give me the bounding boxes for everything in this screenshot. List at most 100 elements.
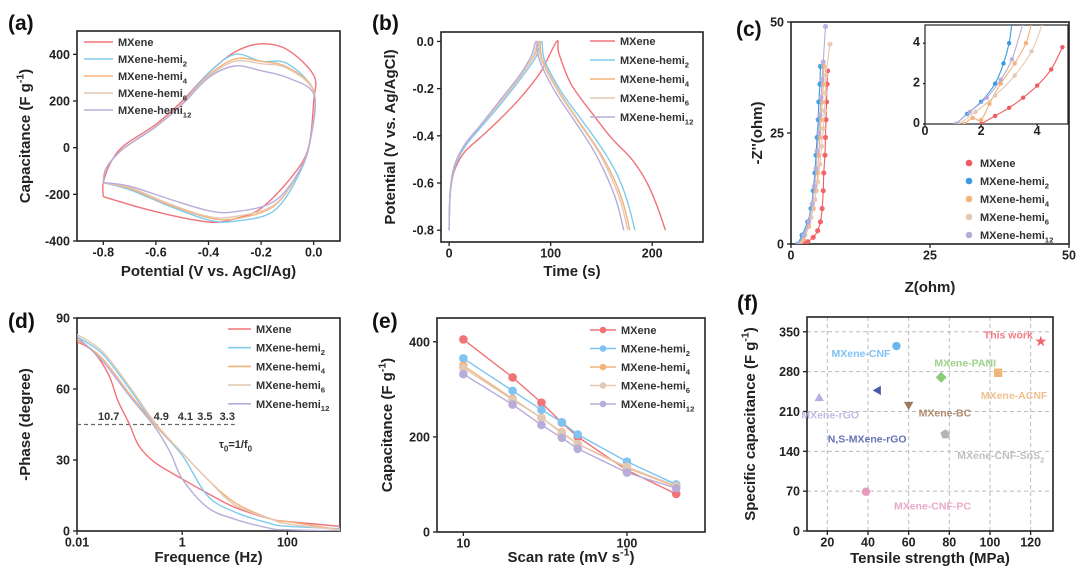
text-part: MXene-hemi [980, 176, 1045, 188]
legend-item: MXene-hemi2 [965, 176, 1049, 190]
panel-label: (d) [8, 310, 35, 333]
x-axis-label: Scan rate (mV s-1) [508, 546, 635, 566]
series-line [448, 40, 625, 231]
legend-item: MXene-hemi2 [590, 344, 690, 358]
x-tick-label: 50 [1062, 249, 1076, 263]
legend-item: MXene-hemi4 [590, 74, 690, 88]
x-tick-label: 100 [980, 536, 1001, 550]
text-part: =1/f [228, 439, 248, 451]
data-point [811, 183, 817, 189]
y-tick-label: 0.0 [417, 35, 434, 49]
x-tick-label: 40 [861, 536, 875, 550]
inset-data-point [970, 115, 975, 121]
text-part: MXene-BC [919, 408, 972, 420]
data-point [508, 400, 517, 409]
point-label: This work [984, 329, 1033, 341]
text-part: 6 [686, 386, 690, 395]
data-point [821, 108, 827, 114]
legend-item: MXene-hemi12 [228, 399, 329, 413]
legend-item: MXene [965, 158, 1015, 170]
text-part: 2 [1045, 181, 1049, 190]
data-point-group: N,S-MXene-rGO [828, 385, 907, 445]
data-point [818, 94, 824, 101]
data-point [819, 205, 825, 212]
plot-area [459, 335, 681, 499]
data-point [820, 59, 826, 65]
text-part: MXene-hemi [256, 399, 321, 411]
inset-data-point [998, 77, 1003, 82]
text-part: MXene-hemi [118, 71, 183, 83]
data-point-group: MXene-ACNF [981, 368, 1048, 402]
panel-label: (e) [372, 310, 398, 333]
data-point [557, 433, 567, 443]
legend-label: MXene-hemi4 [118, 71, 188, 85]
legend-marker [599, 400, 607, 408]
legend-marker [965, 213, 973, 221]
x-tick-label: 80 [942, 536, 956, 550]
text-part: MXene [621, 325, 656, 337]
x-axis-label: Z(ohm) [905, 279, 956, 296]
text-part: ) [379, 358, 396, 363]
legend-label: MXene-hemi12 [620, 112, 693, 126]
text-part: MXene-hemi [620, 74, 685, 86]
series-line [102, 43, 317, 224]
legend-item: MXene-hemi4 [590, 362, 691, 376]
inset-data-point [1034, 83, 1040, 88]
x-tick-label: 20 [820, 536, 834, 550]
panel-label: (c) [736, 18, 762, 41]
marker-diamond [935, 371, 947, 383]
y-tick-label: 70 [786, 485, 800, 499]
legend-label: MXene-hemi4 [256, 361, 326, 375]
legend-label: MXene [620, 36, 655, 48]
plot-frame [436, 317, 706, 533]
x-tick-label: 120 [1020, 536, 1041, 550]
legend-marker [965, 195, 973, 203]
series-line [448, 40, 631, 231]
text-part: 3.3 [220, 411, 235, 423]
y-tick-label: 0 [63, 141, 70, 155]
data-point-group: MXene-CNF-PC [861, 487, 971, 513]
x-tick-label: -0.4 [198, 246, 220, 260]
legend-marker [599, 326, 607, 334]
text-part: MXene-hemi [620, 93, 685, 105]
text-part: 12 [321, 404, 330, 413]
x-tick-label: 0 [446, 247, 453, 261]
y-tick-label: -0.4 [412, 129, 434, 143]
data-point [827, 41, 833, 47]
data-point [817, 161, 823, 167]
text-part: Scan rate (mV s [508, 549, 621, 566]
data-point [537, 405, 546, 415]
data-point [805, 239, 811, 244]
data-point [671, 483, 681, 493]
x-axis-label: Time (s) [543, 263, 600, 280]
legend-item: MXene-hemi4 [228, 361, 326, 376]
series-line [77, 336, 340, 530]
legend-label: MXene-hemi6 [621, 381, 690, 395]
inset-data-point [978, 99, 984, 104]
inset-data-point [967, 109, 973, 115]
legend-item: MXene-hemi6 [965, 212, 1049, 226]
panel-c: 0 25 50 0 25 50 Z(ohm) -Z''(ohm) (c) MXene MXene-h… [736, 16, 1076, 297]
plot-frame [806, 316, 1054, 532]
point-label: MXene-BC [919, 408, 972, 420]
text-part: MXene-hemi [980, 212, 1045, 224]
inset-data-point [1012, 73, 1017, 78]
text-part: 2 [686, 349, 690, 358]
data-point [814, 148, 820, 154]
inset-data-point [992, 93, 998, 98]
data-point [812, 197, 818, 203]
legend-item: MXene-hemi2 [590, 55, 689, 69]
panel-label: (a) [8, 12, 34, 35]
y-tick-label: 0 [777, 238, 784, 252]
text-part: MXene-hemi [980, 194, 1045, 206]
y-tick-label: -400 [45, 235, 70, 249]
text-part: -Phase (degree) [17, 368, 34, 481]
legend-marker [965, 159, 973, 167]
plot-area [102, 43, 317, 224]
data-point [810, 234, 816, 240]
text-part: Capacitance (F g [17, 83, 34, 203]
inset-data-point [1020, 95, 1026, 100]
text-part: 3.5 [197, 411, 212, 423]
data-point [459, 335, 468, 344]
